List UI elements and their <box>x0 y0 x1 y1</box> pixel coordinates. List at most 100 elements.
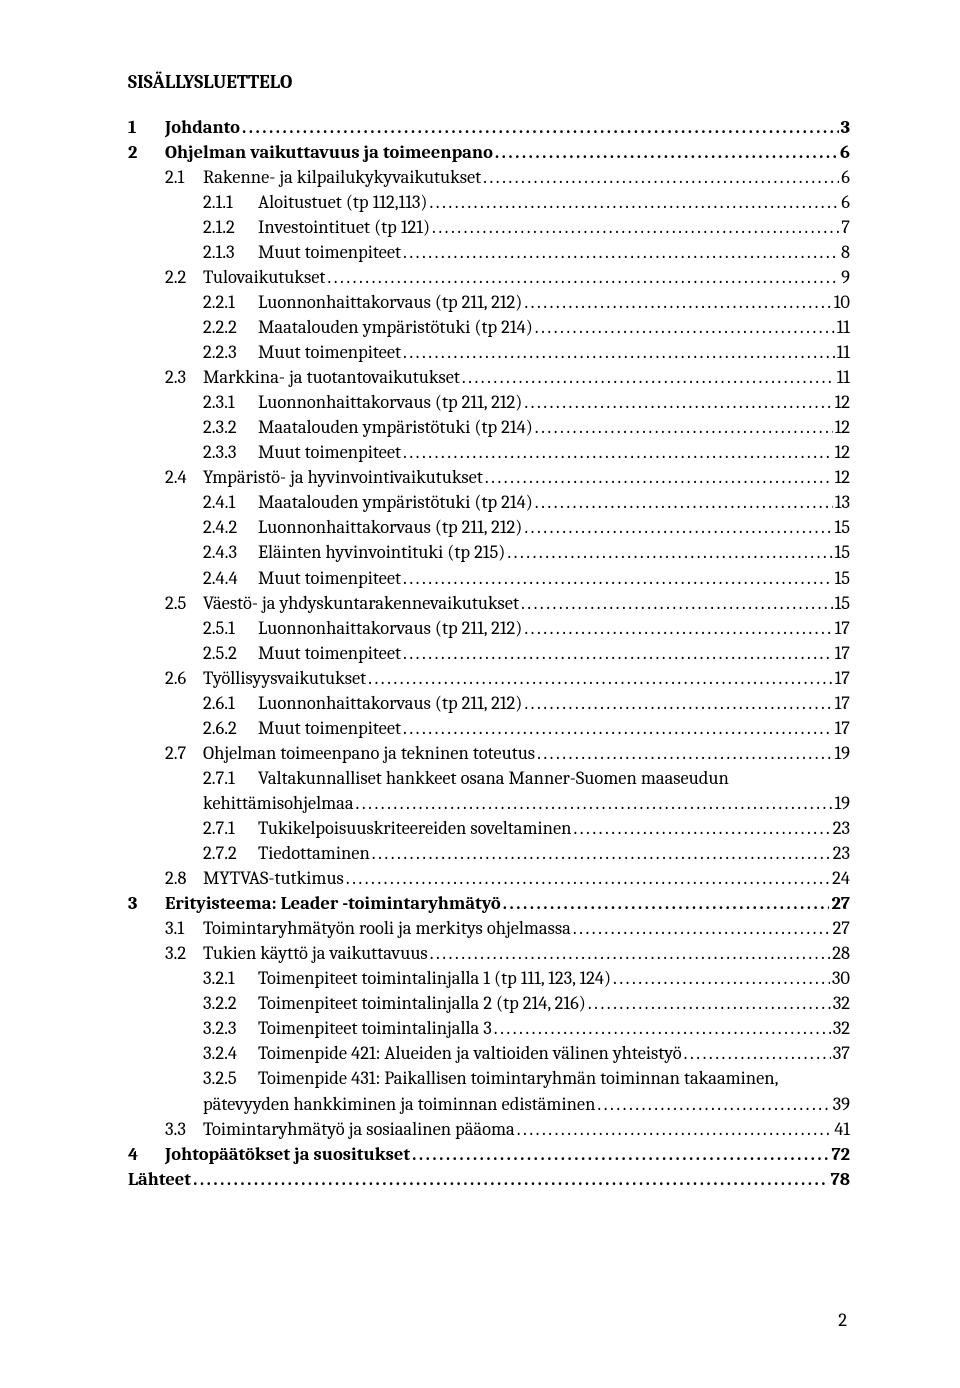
toc-label: 3.1Toimintaryhmätyön rooli ja merkitys o… <box>165 916 571 940</box>
toc-leader <box>524 290 831 314</box>
toc-label: 2.1.2Investointituet (tp 121) <box>203 215 430 239</box>
toc-number: 4 <box>128 1142 165 1166</box>
toc-entry: 2.7Ohjelman toimeenpano ja tekninen tote… <box>128 741 850 765</box>
toc-leader <box>524 390 832 414</box>
toc-entry: 2Ohjelman vaikuttavuus ja toimeenpano 6 <box>128 140 850 164</box>
toc-title: Muut toimenpiteet <box>258 441 401 463</box>
toc-label: 3.2.2Toimenpiteet toimintalinjalla 2 (tp… <box>203 991 586 1015</box>
toc-label: 2.8MYTVAS-tutkimus <box>165 866 344 890</box>
toc-leader <box>485 465 833 489</box>
toc-leader <box>193 1167 829 1191</box>
toc-leader <box>483 165 839 189</box>
toc-leader <box>537 741 832 765</box>
toc-title: Muut toimenpiteet <box>258 241 401 263</box>
toc-entry: 3.1Toimintaryhmätyön rooli ja merkitys o… <box>128 916 850 940</box>
toc-number: 2.2 <box>165 265 203 289</box>
toc-entry: 2.7.1Valtakunnalliset hankkeet osana Man… <box>128 766 850 790</box>
toc-leader <box>403 716 833 740</box>
toc-number: 2.7.2 <box>203 841 258 865</box>
toc-entry: Lähteet78 <box>128 1167 850 1191</box>
toc-leader <box>524 616 832 640</box>
toc-leader <box>573 916 831 940</box>
toc-number: 3.3 <box>165 1117 203 1141</box>
toc-entry: 2.4Ympäristö- ja hyvinvointivaikutukset1… <box>128 465 850 489</box>
toc-page: 17 <box>835 666 850 690</box>
toc-page: 32 <box>833 1016 850 1040</box>
toc-title: Muut toimenpiteet <box>258 717 401 739</box>
toc-number: 2.7.1 <box>203 816 258 840</box>
toc-page: 8 <box>841 240 850 264</box>
toc-label: 2.2.3Muut toimenpiteet <box>203 340 401 364</box>
toc-entry: 2.3.2Maatalouden ympäristötuki (tp 214)1… <box>128 415 850 439</box>
toc-page: 23 <box>833 816 850 840</box>
toc-leader <box>356 791 833 815</box>
toc-container: 1Johdanto32Ohjelman vaikuttavuus ja toim… <box>128 115 850 1191</box>
toc-leader <box>346 866 830 890</box>
toc-page: 6 <box>840 140 850 164</box>
toc-title: Johtopäätökset ja suositukset <box>165 1143 410 1165</box>
toc-label: 4Johtopäätökset ja suositukset <box>128 1142 410 1166</box>
toc-number: 2.4.1 <box>203 490 258 514</box>
toc-page: 13 <box>835 490 850 514</box>
toc-label: 2.4.1Maatalouden ympäristötuki (tp 214) <box>203 490 533 514</box>
toc-page: 3 <box>841 115 850 139</box>
toc-number: 2.2.3 <box>203 340 258 364</box>
toc-leader <box>521 591 833 615</box>
toc-title: Aloitustuet (tp 112,113) <box>258 191 428 213</box>
toc-number: 2.6.1 <box>203 691 258 715</box>
toc-number: 2.3 <box>165 365 203 389</box>
toc-title: Luonnonhaittakorvaus (tp 211, 212) <box>258 516 522 538</box>
toc-label: 2.4.3Eläinten hyvinvointituki (tp 215) <box>203 540 505 564</box>
toc-page: 39 <box>833 1092 850 1116</box>
toc-page: 24 <box>832 866 850 890</box>
toc-page: 11 <box>837 315 850 339</box>
toc-page: 12 <box>835 390 850 414</box>
toc-entry: 3.2.2Toimenpiteet toimintalinjalla 2 (tp… <box>128 991 850 1015</box>
toc-page: 17 <box>835 616 850 640</box>
toc-number: 3.2.2 <box>203 991 258 1015</box>
toc-title: Toimintaryhmätyön rooli ja merkitys ohje… <box>203 917 571 939</box>
toc-number: 2.1 <box>165 165 203 189</box>
toc-label: 1Johdanto <box>128 115 240 139</box>
toc-entry: kehittämisohjelmaa19 <box>128 791 850 815</box>
toc-page: 15 <box>835 591 851 615</box>
toc-title: Toimenpide 431: Paikallisen toimintaryhm… <box>258 1067 778 1089</box>
toc-leader <box>495 140 838 164</box>
toc-leader <box>430 190 840 214</box>
toc-title: Toimenpide 421: Alueiden ja valtioiden v… <box>258 1042 682 1064</box>
toc-page: 23 <box>833 841 850 865</box>
toc-entry: 2.2.3Muut toimenpiteet11 <box>128 340 850 364</box>
toc-label: 2.1.3Muut toimenpiteet <box>203 240 401 264</box>
toc-label: 2Ohjelman vaikuttavuus ja toimeenpano <box>128 140 493 164</box>
toc-leader <box>412 1142 829 1166</box>
toc-page: 6 <box>841 165 850 189</box>
toc-number: 2.6 <box>165 666 203 690</box>
toc-label: 3Erityisteema: Leader -toimintaryhmätyö <box>128 891 501 915</box>
toc-leader <box>242 115 839 139</box>
toc-leader <box>494 1016 831 1040</box>
toc-entry: pätevyyden hankkiminen ja toiminnan edis… <box>128 1092 850 1116</box>
toc-number: 1 <box>128 115 165 139</box>
toc-entry: 2.3.1Luonnonhaittakorvaus (tp 211, 212) 1… <box>128 390 850 414</box>
toc-leader <box>507 540 832 564</box>
toc-number: 2.5.1 <box>203 616 258 640</box>
toc-title: Toimintaryhmätyö ja sosiaalinen pääoma <box>203 1118 515 1140</box>
toc-page: 9 <box>841 265 850 289</box>
toc-label: 3.2.1Toimenpiteet toimintalinjalla 1 (tp… <box>203 966 611 990</box>
toc-entry: 2.7.1Tukikelpoisuuskriteereiden soveltam… <box>128 816 850 840</box>
toc-leader <box>403 440 833 464</box>
toc-page: 15 <box>835 515 851 539</box>
toc-label: 2.1.1Aloitustuet (tp 112,113) <box>203 190 428 214</box>
toc-label: 2.3Markkina- ja tuotantovaikutukset <box>165 365 460 389</box>
toc-leader <box>503 891 830 915</box>
toc-page: 37 <box>833 1041 850 1065</box>
toc-entry: 3.2Tukien käyttö ja vaikuttavuus28 <box>128 941 850 965</box>
toc-entry: 2.7.2Tiedottaminen23 <box>128 841 850 865</box>
toc-label: kehittämisohjelmaa <box>203 791 354 815</box>
toc-label: 2.7Ohjelman toimeenpano ja tekninen tote… <box>165 741 535 765</box>
toc-label: 2.3.1Luonnonhaittakorvaus (tp 211, 212) <box>203 390 522 414</box>
toc-label: 2.2Tulovaikutukset <box>165 265 325 289</box>
toc-leader <box>403 240 839 264</box>
toc-number: 3 <box>128 891 165 915</box>
toc-entry: 1Johdanto 3 <box>128 115 850 139</box>
